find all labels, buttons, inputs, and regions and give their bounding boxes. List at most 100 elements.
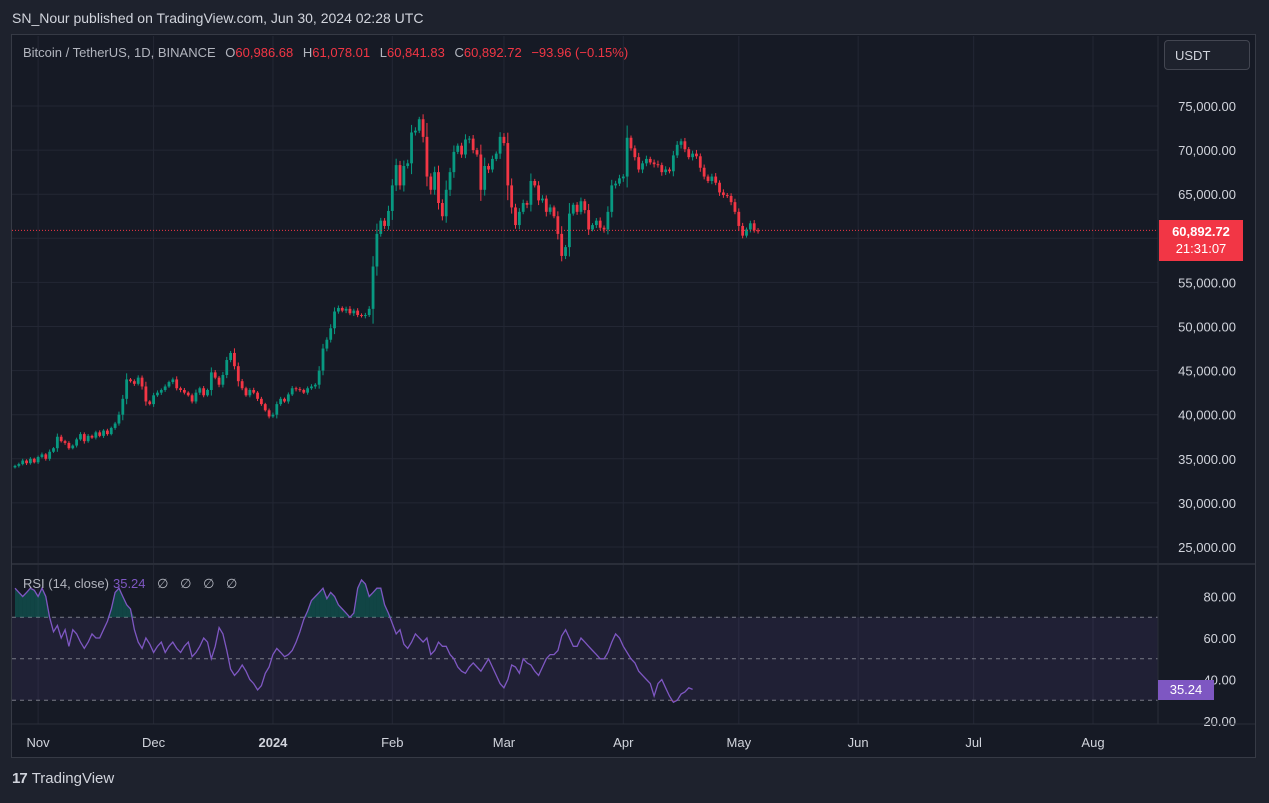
candle-body (514, 207, 517, 226)
high-value: 61,078.01 (312, 45, 371, 60)
candle-body (175, 379, 179, 389)
rsi-overbought-fill (30, 588, 35, 618)
y-tick-label: 65,000.00 (1178, 187, 1236, 202)
candle-body (421, 119, 425, 137)
candle-body (625, 137, 629, 177)
rsi-placeholder: ∅ (226, 576, 238, 591)
candle-body (209, 372, 213, 391)
rsi-label[interactable]: RSI (14, close) (23, 576, 109, 591)
logo-text: TradingView (31, 770, 115, 787)
candle-body (598, 220, 602, 228)
candle-body (390, 185, 394, 211)
candle-body (325, 339, 329, 349)
candle-body (256, 392, 259, 399)
candle-body (29, 458, 32, 464)
low-label: L (379, 45, 387, 60)
close-value: 60,892.72 (463, 45, 522, 60)
candle-body (233, 352, 236, 367)
candle-body (317, 370, 321, 385)
currency-button[interactable]: USDT (1164, 40, 1250, 70)
candle-body (213, 372, 217, 378)
rsi-legend: RSI (14, close) 35.24 ∅ ∅ ∅ ∅ (23, 576, 237, 592)
candle-body (621, 176, 625, 179)
candle-body (671, 155, 675, 172)
candle-body (552, 207, 556, 217)
candle-body (267, 410, 271, 417)
tradingview-logo[interactable]: 17 TradingView (12, 770, 114, 787)
candle-body (306, 388, 309, 393)
change-value: −93.96 (−0.15%) (531, 45, 629, 60)
symbol-label[interactable]: Bitcoin / TetherUS, 1D, BINANCE (23, 45, 216, 60)
candle-body (402, 165, 406, 186)
candle-body (698, 156, 702, 168)
candle-body (591, 225, 594, 230)
rsi-overbought-fill (373, 588, 377, 618)
candle-body (129, 379, 132, 382)
last-price-tag: 60,892.72 21:31:07 (1159, 220, 1243, 261)
candle-body (575, 204, 579, 212)
rsi-overbought-fill (34, 590, 39, 618)
candle-body (394, 165, 398, 186)
candle-body (279, 398, 283, 405)
candle-body (633, 148, 637, 158)
candle-body (664, 169, 668, 173)
last-price-value: 60,892.72 (1172, 224, 1230, 239)
candle-body (190, 395, 194, 402)
candle-body (733, 202, 737, 212)
candle-body (494, 153, 498, 159)
candle-body (475, 150, 479, 155)
candle-body (186, 392, 190, 396)
candle-body (448, 172, 452, 190)
candle-body (275, 404, 279, 415)
candle-body (479, 154, 483, 190)
candle-body (517, 211, 521, 226)
candle-body (337, 307, 340, 312)
rsi-overbought-fill (338, 604, 343, 618)
rsi-overbought-fill (342, 608, 347, 618)
candle-body (471, 138, 475, 151)
candle-body (148, 401, 152, 405)
y-tick-label: 45,000.00 (1178, 364, 1236, 379)
candle-body (510, 185, 514, 208)
candle-body (82, 434, 86, 442)
candle-body (433, 172, 437, 190)
candle-body (25, 460, 28, 464)
candle-body (363, 315, 367, 317)
candle-body (606, 211, 610, 230)
candle-body (225, 360, 229, 376)
candle-body (271, 414, 275, 417)
candle-body (710, 176, 714, 181)
candle-body (460, 145, 463, 155)
candle-body (229, 352, 232, 361)
candle-body (645, 158, 648, 164)
candle-body (367, 308, 371, 316)
candle-body (348, 308, 352, 314)
candle-body (140, 377, 144, 387)
candle-body (660, 165, 664, 173)
candle-body (44, 454, 48, 459)
rsi-overbought-fill (326, 592, 331, 618)
candle-body (544, 198, 548, 212)
candle-body (63, 441, 67, 443)
candle-body (737, 211, 741, 226)
candle-body (560, 233, 564, 256)
candle-body (144, 386, 148, 402)
candle-body (109, 427, 113, 435)
candle-body (556, 216, 560, 234)
candle-body (194, 392, 198, 402)
candle-body (379, 220, 383, 234)
candle-body (125, 379, 129, 399)
candle-body (741, 225, 745, 236)
y-tick-label: 75,000.00 (1178, 99, 1236, 114)
candle-body (290, 388, 294, 395)
candle-body (668, 169, 671, 172)
candle-body (294, 388, 298, 390)
y-tick-label: 25,000.00 (1178, 540, 1236, 555)
candle-body (618, 178, 621, 184)
candle-body (183, 390, 186, 393)
candle-body (156, 392, 159, 396)
rsi-overbought-fill (18, 592, 23, 618)
candle-body (283, 398, 286, 402)
candle-body (371, 266, 375, 309)
